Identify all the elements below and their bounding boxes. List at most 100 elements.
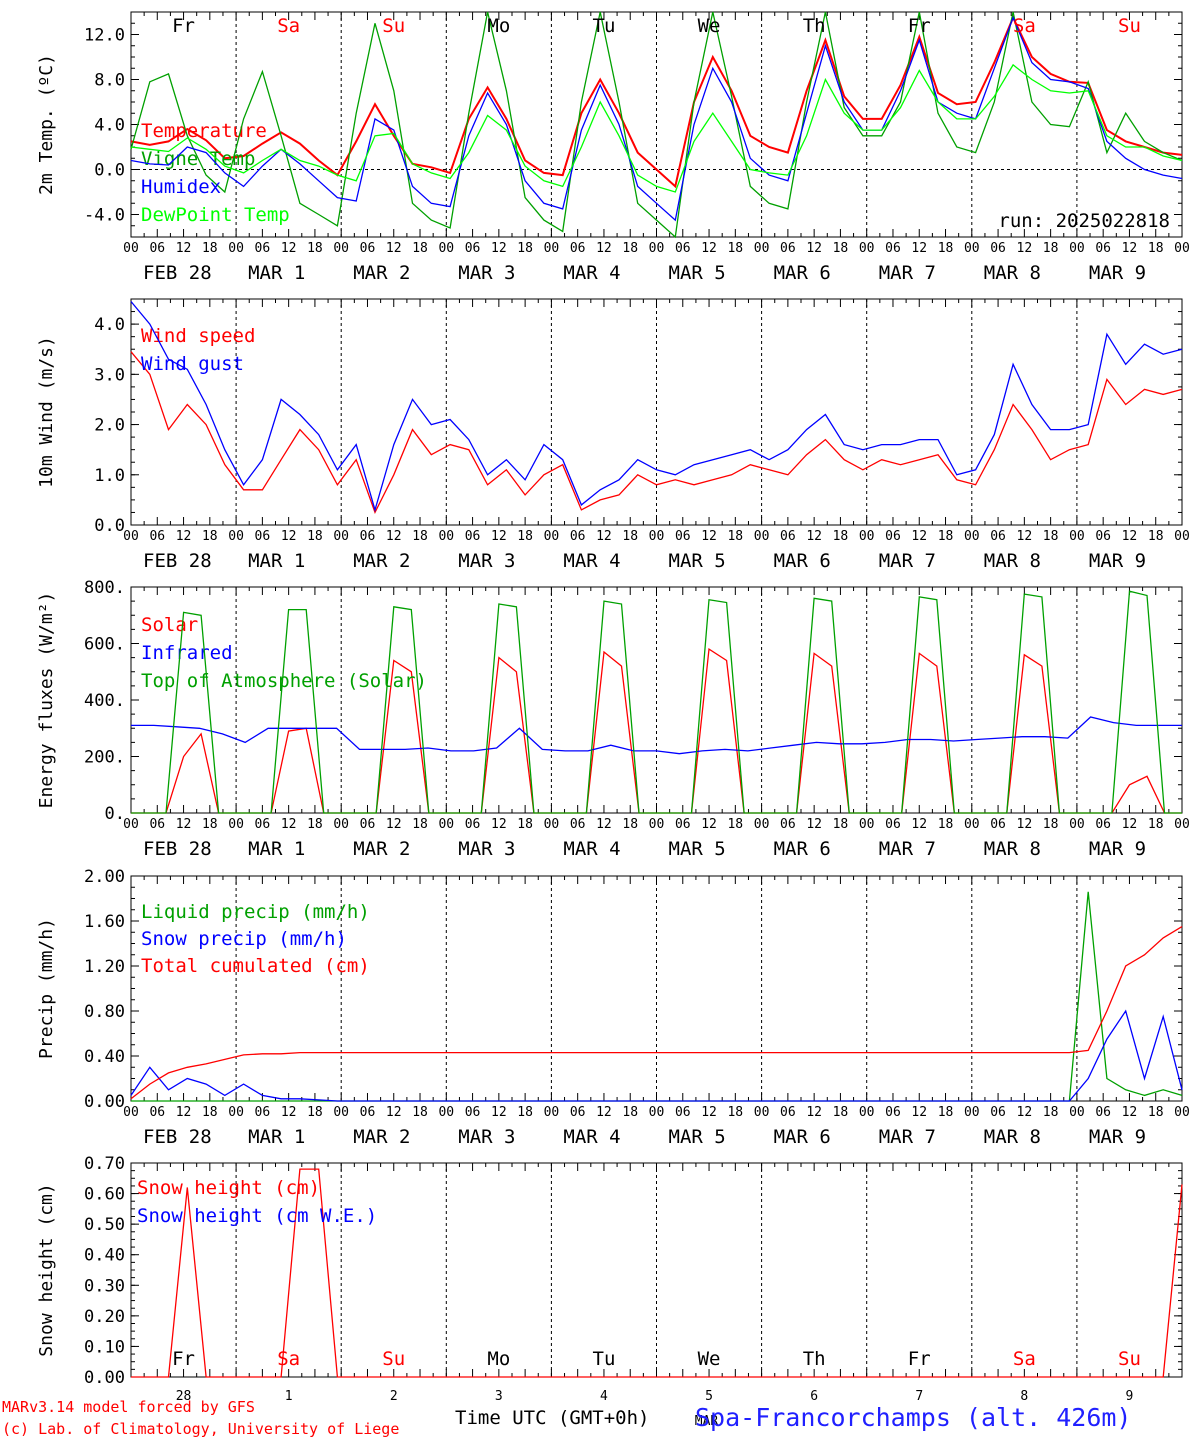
legend-entry: Snow precip (mm/h): [141, 928, 347, 950]
day-of-week-label: Su: [382, 1348, 405, 1370]
x-hour-label: 18: [412, 241, 428, 256]
x-date-label: MAR 3: [458, 550, 515, 572]
x-hour-label: 12: [701, 1105, 717, 1120]
x-hour-label: 12: [281, 817, 297, 832]
x-hour-label: 06: [255, 529, 271, 544]
x-hour-label: 12: [911, 529, 927, 544]
x-date-label: MAR 1: [248, 262, 305, 284]
y-tick-label: 0.: [105, 804, 125, 824]
x-date-label: FEB 28: [143, 838, 212, 860]
x-hour-label: 00: [964, 241, 980, 256]
x-hour-label: 00: [964, 817, 980, 832]
station-name: Spa-Francorchamps (alt. 426m): [695, 1403, 1132, 1432]
y-tick-label: 1.60: [84, 912, 125, 932]
y-tick-label: 2.0: [94, 416, 125, 436]
legend-entry: Wind gust: [141, 353, 244, 375]
x-date-label: MAR 8: [984, 262, 1041, 284]
x-hour-label: 12: [911, 817, 927, 832]
series-line-vigne-temp: [130, 11, 1183, 239]
x-hour-label: 06: [885, 817, 901, 832]
series-line-humidex: [130, 15, 1183, 222]
x-hour-label: 18: [1043, 817, 1059, 832]
y-tick-label: 0.00: [84, 1092, 125, 1112]
x-hour-label: 18: [307, 529, 323, 544]
x-hour-label: 06: [570, 817, 586, 832]
x-hour-label: 12: [806, 529, 822, 544]
x-hour-label: 00: [333, 817, 349, 832]
x-hour-label: 00: [754, 1105, 770, 1120]
x-hour-label: 06: [885, 529, 901, 544]
y-tick-label: 2.00: [84, 867, 125, 887]
x-hour-label: 06: [149, 241, 165, 256]
x-hour-label: 00: [228, 1105, 244, 1120]
series-line-total-cumulated-cm-: [130, 926, 1183, 1100]
x-hour-label: 12: [176, 529, 192, 544]
x-date-label: MAR 3: [458, 838, 515, 860]
x-hour-label: 00: [228, 241, 244, 256]
x-date-label: MAR 6: [774, 1126, 831, 1148]
y-tick-label: 3.0: [94, 365, 125, 385]
series-line-temperature: [130, 15, 1183, 189]
y-tick-label: 200.: [84, 748, 125, 768]
day-of-week-label: Th: [803, 1348, 826, 1370]
x-day-number: 9: [1126, 1389, 1134, 1404]
x-hour-label: 18: [1043, 529, 1059, 544]
legend-entry: Top of Atmosphere (Solar): [141, 670, 427, 692]
y-tick-label: 0.00: [84, 1368, 125, 1388]
x-hour-label: 18: [202, 241, 218, 256]
y-tick-label: 4.0: [94, 116, 125, 136]
x-hour-label: 18: [1148, 241, 1164, 256]
day-of-week-label: Su: [1118, 15, 1141, 37]
x-hour-label: 00: [123, 1105, 139, 1120]
y-tick-label: 600.: [84, 635, 125, 655]
x-hour-label: 18: [517, 529, 533, 544]
x-hour-label: 12: [701, 817, 717, 832]
x-date-label: MAR 3: [458, 1126, 515, 1148]
x-hour-label: 18: [517, 241, 533, 256]
x-date-label: MAR 4: [563, 550, 620, 572]
panel-precip: 0.00 0.40 0.80 1.20 1.60 2.00 Precip (mm/h) Liq…: [36, 867, 1190, 1148]
x-hour-label: 18: [1043, 1105, 1059, 1120]
x-hour-label: 12: [806, 817, 822, 832]
day-of-week-label: Sa: [1013, 1348, 1036, 1370]
x-hour-label: 18: [727, 1105, 743, 1120]
x-axis-label: Time UTC (GMT+0h): [455, 1407, 649, 1429]
x-hour-label: 12: [911, 1105, 927, 1120]
day-of-week-label: Tu: [593, 1348, 616, 1370]
x-hour-label: 00: [438, 1105, 454, 1120]
x-hour-label: 00: [1174, 241, 1190, 256]
y-tick-label: 8.0: [94, 71, 125, 91]
x-date-label: MAR 6: [774, 550, 831, 572]
x-hour-label: 12: [1017, 241, 1033, 256]
x-hour-label: 12: [491, 529, 507, 544]
x-hour-label: 00: [1069, 529, 1085, 544]
x-hour-label: 06: [360, 529, 376, 544]
x-hour-label: 12: [1122, 241, 1138, 256]
x-hour-label: 00: [859, 529, 875, 544]
x-hour-label: 06: [990, 241, 1006, 256]
y-tick-label: 1.20: [84, 957, 125, 977]
x-date-label: MAR 7: [879, 262, 936, 284]
x-hour-label: 18: [833, 529, 849, 544]
y-tick-label: 800.: [84, 578, 125, 598]
footer-copyright: (c) Lab. of Climatology, University of L…: [2, 1420, 399, 1438]
legend-entry: Infrared: [141, 642, 233, 664]
x-date-label: MAR 7: [879, 1126, 936, 1148]
x-hour-label: 06: [570, 529, 586, 544]
x-hour-label: 06: [255, 241, 271, 256]
x-hour-label: 18: [622, 529, 638, 544]
x-hour-label: 12: [386, 817, 402, 832]
y-tick-label: 0.20: [84, 1307, 125, 1327]
x-date-label: MAR 4: [563, 262, 620, 284]
x-date-label: MAR 6: [774, 838, 831, 860]
x-hour-label: 06: [885, 241, 901, 256]
series-line-wind-speed: [130, 351, 1183, 515]
x-hour-label: 12: [1017, 817, 1033, 832]
x-hour-label: 12: [596, 241, 612, 256]
x-day-number: 1: [285, 1389, 293, 1404]
x-hour-label: 18: [833, 817, 849, 832]
x-hour-label: 12: [281, 241, 297, 256]
series-line-dewpoint-temp: [130, 63, 1183, 193]
y-tick-label: 0.30: [84, 1276, 125, 1296]
x-date-label: MAR 5: [669, 1126, 726, 1148]
